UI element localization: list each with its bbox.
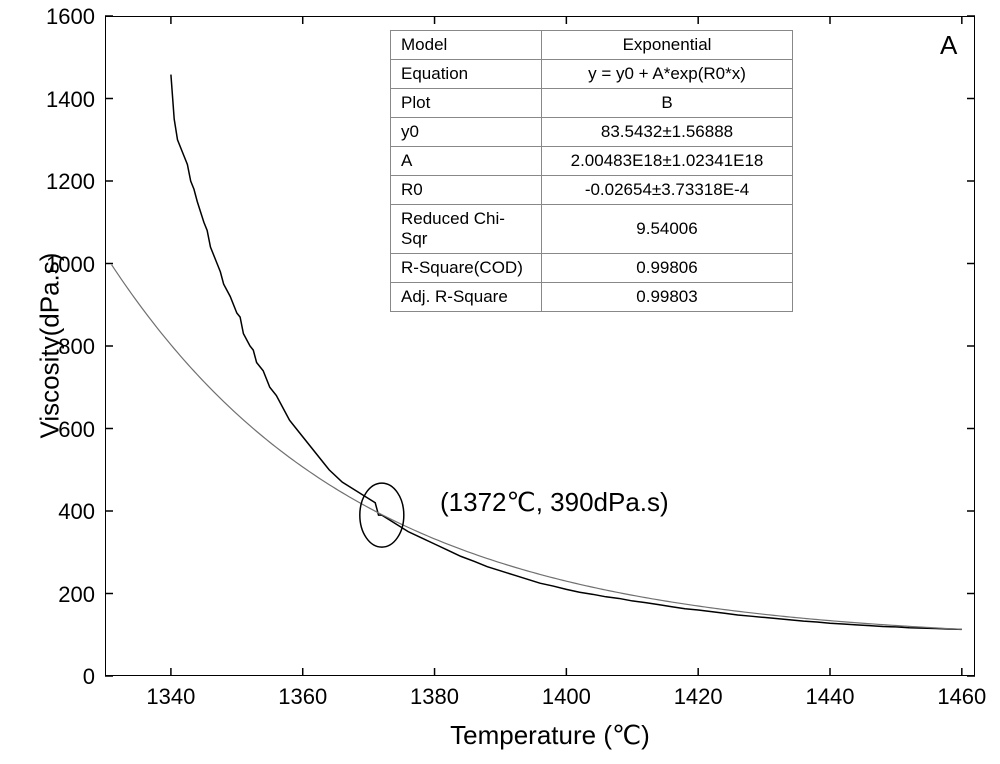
fit-info-table: ModelExponentialEquationy = y0 + A*exp(R… <box>390 30 793 312</box>
table-row: Equationy = y0 + A*exp(R0*x) <box>391 60 793 89</box>
x-tick-label: 1340 <box>141 684 201 710</box>
table-cell-key: R0 <box>391 176 542 205</box>
table-row: Reduced Chi-Sqr9.54006 <box>391 205 793 254</box>
table-row: A2.00483E18±1.02341E18 <box>391 147 793 176</box>
table-cell-key: A <box>391 147 542 176</box>
y-tick-label: 1200 <box>35 169 95 195</box>
table-row: Adj. R-Square0.99803 <box>391 283 793 312</box>
y-tick-label: 800 <box>35 334 95 360</box>
table-cell-value: -0.02654±3.73318E-4 <box>542 176 793 205</box>
y-tick-label: 400 <box>35 499 95 525</box>
table-cell-value: 9.54006 <box>542 205 793 254</box>
x-axis-label: Temperature (℃) <box>400 720 700 751</box>
table-cell-key: Adj. R-Square <box>391 283 542 312</box>
table-cell-key: Equation <box>391 60 542 89</box>
x-tick-label: 1360 <box>273 684 333 710</box>
table-cell-value: Exponential <box>542 31 793 60</box>
chart-container: Viscosity(dPa.s) Temperature (℃) A (1372… <box>0 0 1000 764</box>
table-cell-value: y = y0 + A*exp(R0*x) <box>542 60 793 89</box>
y-tick-label: 1400 <box>35 87 95 113</box>
table-cell-value: 0.99806 <box>542 254 793 283</box>
table-cell-value: 83.5432±1.56888 <box>542 118 793 147</box>
annotation-text: (1372℃, 390dPa.s) <box>440 487 669 518</box>
y-tick-label: 1000 <box>35 252 95 278</box>
y-tick-label: 200 <box>35 582 95 608</box>
table-row: R-Square(COD)0.99806 <box>391 254 793 283</box>
x-tick-label: 1380 <box>405 684 465 710</box>
table-cell-value: B <box>542 89 793 118</box>
table-cell-value: 0.99803 <box>542 283 793 312</box>
x-tick-label: 1440 <box>800 684 860 710</box>
table-cell-key: Model <box>391 31 542 60</box>
x-tick-label: 1460 <box>932 684 992 710</box>
y-tick-label: 1600 <box>35 4 95 30</box>
table-cell-key: R-Square(COD) <box>391 254 542 283</box>
y-tick-label: 600 <box>35 417 95 443</box>
table-row: y083.5432±1.56888 <box>391 118 793 147</box>
x-tick-label: 1400 <box>536 684 596 710</box>
panel-label: A <box>940 30 957 61</box>
table-cell-value: 2.00483E18±1.02341E18 <box>542 147 793 176</box>
x-tick-label: 1420 <box>668 684 728 710</box>
table-cell-key: y0 <box>391 118 542 147</box>
table-cell-key: Plot <box>391 89 542 118</box>
table-row: ModelExponential <box>391 31 793 60</box>
y-tick-label: 0 <box>35 664 95 690</box>
fit-curve <box>112 265 962 630</box>
table-row: PlotB <box>391 89 793 118</box>
table-row: R0-0.02654±3.73318E-4 <box>391 176 793 205</box>
table-cell-key: Reduced Chi-Sqr <box>391 205 542 254</box>
